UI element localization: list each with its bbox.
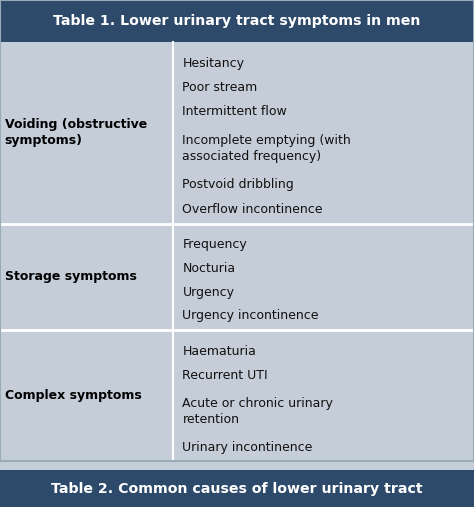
Bar [0,42,474,224]
Text: Table 1. Lower urinary tract symptoms in men: Table 1. Lower urinary tract symptoms in… [53,14,421,28]
Bar [0,330,474,461]
Bar [0,470,474,507]
Bar [0,0,474,42]
Text: Poor stream: Poor stream [182,81,258,94]
Text: Nocturia: Nocturia [182,262,236,275]
Text: Recurrent UTI: Recurrent UTI [182,369,268,382]
Text: Urgency incontinence: Urgency incontinence [182,309,319,322]
Text: Acute or chronic urinary
retention: Acute or chronic urinary retention [182,396,333,426]
Text: Voiding (obstructive
symptoms): Voiding (obstructive symptoms) [5,118,147,148]
Text: Intermittent flow: Intermittent flow [182,105,287,119]
Text: Haematuria: Haematuria [182,345,256,358]
Text: Incomplete emptying (with
associated frequency): Incomplete emptying (with associated fre… [182,134,351,163]
Text: Urinary incontinence: Urinary incontinence [182,441,313,454]
Text: Table 2. Common causes of lower urinary tract: Table 2. Common causes of lower urinary … [51,482,423,496]
Text: Complex symptoms: Complex symptoms [5,389,142,402]
Text: Overflow incontinence: Overflow incontinence [182,203,323,215]
Text: Frequency: Frequency [182,238,247,251]
Text: Postvoid dribbling: Postvoid dribbling [182,178,294,191]
Text: Hesitancy: Hesitancy [182,57,245,70]
Text: Urgency: Urgency [182,285,235,299]
Text: Storage symptoms: Storage symptoms [5,270,137,283]
Bar [0,224,474,330]
